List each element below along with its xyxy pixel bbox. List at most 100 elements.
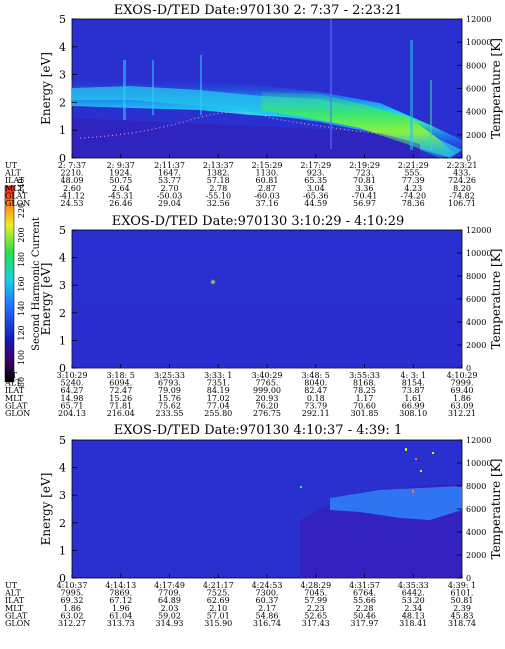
table-cell: 70.81 [353,176,376,185]
table-cell: 77.39 [402,176,425,185]
y-tick-label: 0 [59,362,66,375]
y2-tick-label: 8000 [466,272,486,281]
table-cell: 2.10 [209,604,227,613]
table-cell: 2:11:37 [154,161,185,170]
table-cell: 62.69 [207,596,230,605]
table-cell: 44.59 [304,199,327,208]
colorbar-scale [4,185,15,383]
table-cell: 317.97 [351,619,379,628]
y2-tick-label: 6000 [466,85,486,94]
panel-1-green-region [262,92,455,158]
y2-tick-label: 4000 [466,528,486,537]
table-cell: 723. [356,169,374,178]
y-tick-label: 0 [59,572,66,585]
table-cell: 1924. [109,169,132,178]
table-cell: 60.37 [256,596,279,605]
table-cell: 77.04 [207,401,230,410]
table-row-label: UT [5,581,18,590]
table-cell: 923. [307,169,325,178]
y2-tick-label: 8000 [466,61,486,70]
table-cell: 3:18: 5 [107,371,135,380]
table-cell: 2: 9:37 [107,161,135,170]
panel-1-dark-region [72,118,420,158]
table-cell: 292.11 [302,409,330,418]
table-cell: 64.27 [61,386,84,395]
table-cell: 2.03 [161,604,179,613]
table-cell: 32.56 [207,199,230,208]
table-row-label: GLAT [5,401,28,410]
panel-3-band [330,486,462,520]
y-tick-label: 2 [59,96,66,109]
y-axis-label: Energy [eV] [39,473,53,546]
y-tick-label: 1 [59,544,66,557]
table-cell: 2210. [61,169,84,178]
y-axis-label: Energy [eV] [39,263,53,336]
y2-tick-label: 4000 [466,108,486,117]
y-tick-label: 0 [59,152,66,165]
table-cell: 17.02 [207,394,230,403]
table-cell: 75.62 [158,401,181,410]
y-tick-label: 1 [59,124,66,137]
table-cell: 7709. [158,589,181,598]
table-cell: -55.10 [205,191,231,200]
panel-1: EXOS-D/TED Date:970130 2: 7:37 - 2:23:21… [39,3,503,165]
table-cell: 312.27 [58,619,86,628]
y2-tick-label: 6000 [466,505,486,514]
y-tick-label: 4 [59,252,66,265]
y-tick-label: 5 [59,13,66,26]
table-row-label: GLON [5,199,30,208]
table-cell: 60.81 [256,176,279,185]
table-cell: 276.75 [253,409,281,418]
table-cell: 57.18 [207,176,230,185]
table-cell: 66.99 [402,401,425,410]
table-cell: 308.10 [399,409,427,418]
table-cell: 3:55:33 [349,371,380,380]
table-cell: 1.86 [453,394,471,403]
table-cell: 1130. [256,169,279,178]
table-cell: 15.26 [109,394,132,403]
y-tick-label: 4 [59,41,66,54]
table-cell: 3:25:33 [154,371,185,380]
colorbar-tick-label: 80 [17,377,26,387]
table-cell: 318.41 [399,619,427,628]
table-cell: 4:21:17 [203,581,234,590]
table-cell: 53.20 [402,596,425,605]
table-cell: 7300. [256,589,279,598]
table-cell: 64.89 [158,596,181,605]
table-cell: 26.46 [109,199,132,208]
table-cell: -74.20 [400,191,426,200]
table-cell: 50.75 [109,176,132,185]
table-cell: 5240. [61,379,84,388]
table-cell: 8040. [304,379,327,388]
table-cell: 8.20 [453,184,471,193]
table-cell: 2.34 [404,604,422,613]
table-cell: 6764. [353,589,376,598]
table-cell: 2.60 [63,184,81,193]
panel-3-specks [300,448,434,493]
table-cell: 69.32 [61,596,84,605]
table-cell: 48.09 [61,176,84,185]
table-cell: 318.74 [448,619,476,628]
panel-1-axes: 0 1 2 3 4 5 0 2000 4000 6000 8000 10000 12000 Energy … [39,13,503,165]
table-row-label: ALT [4,379,21,388]
table-cell: 2.17 [258,604,276,613]
table-cell: 433. [453,169,471,178]
y-tick-label: 3 [59,279,66,292]
table-cell: 2.39 [453,604,471,613]
table-cell: 2.23 [307,604,325,613]
table-cell: 1.61 [404,394,422,403]
table-cell: 3.04 [307,184,325,193]
table-cell: 7351. [207,379,230,388]
table-cell: 71.81 [109,401,132,410]
table-cell: 73.87 [402,386,425,395]
table-cell: 57.99 [304,596,327,605]
table-cell: 6442. [402,589,425,598]
table-cell: 14.98 [61,394,84,403]
table-row-label: MLT [5,604,24,613]
y-tick-label: 3 [59,69,66,82]
y2-tick-label: 0 [466,364,471,373]
table-cell: 4:35:33 [398,581,429,590]
y2-tick-label: 2000 [466,551,486,560]
colorbar-tick-label: 100 [17,350,26,365]
table-cell: 72.47 [109,386,132,395]
